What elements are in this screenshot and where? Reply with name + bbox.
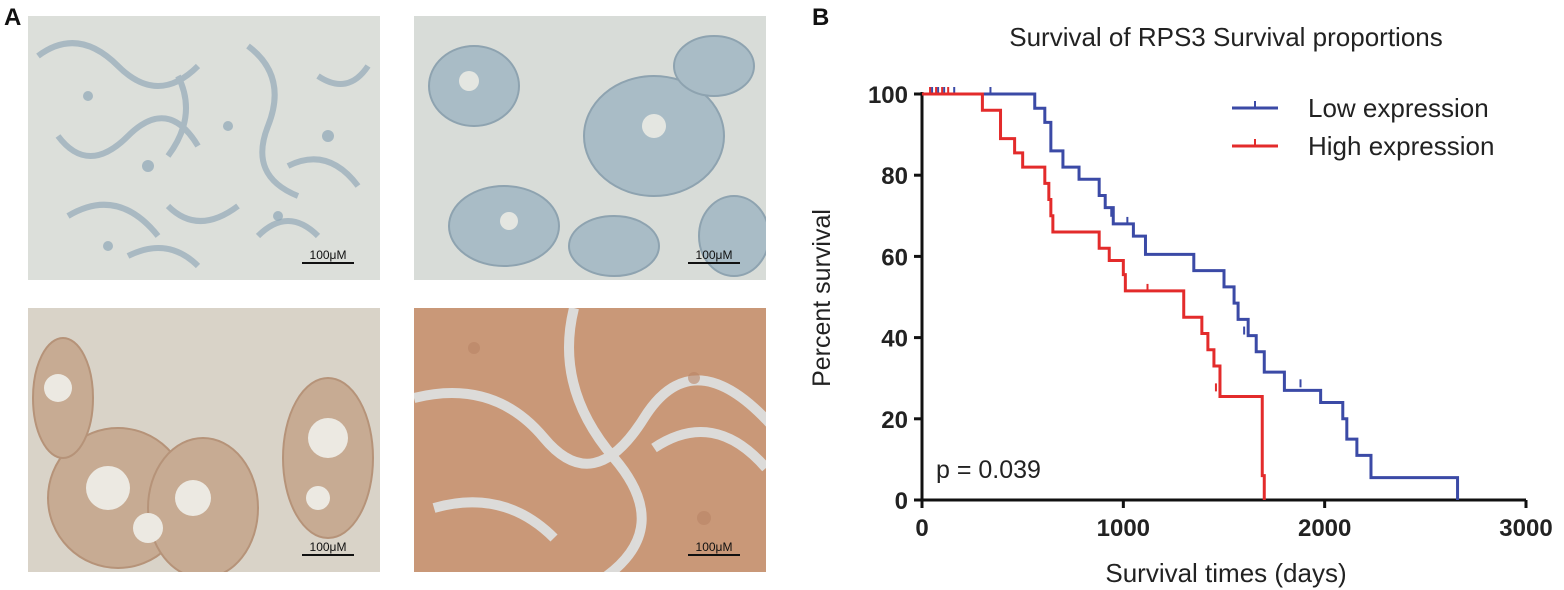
x-tick-label: 3000 <box>1499 515 1552 542</box>
micrograph-top-right: 100μM <box>414 16 766 280</box>
series-layer <box>922 87 1460 500</box>
x-tick-label: 0 <box>915 515 928 542</box>
micrograph-bottom-right: 100μM <box>414 308 766 572</box>
x-axis-label: Survival times (days) <box>1105 558 1346 588</box>
chart-title: Survival of RPS3 Survival proportions <box>1009 22 1443 52</box>
x-tick-label: 2000 <box>1298 515 1351 542</box>
y-tick-label: 80 <box>881 163 908 190</box>
scale-bar: 100μM <box>302 540 354 556</box>
survival-chart: Survival of RPS3 Survival proportions Pe… <box>808 22 1553 588</box>
p-value-annotation: p = 0.039 <box>936 456 1041 484</box>
y-tick-label: 40 <box>881 326 908 353</box>
legend: Low expression High expression <box>1232 93 1494 161</box>
scale-bar: 100μM <box>688 248 740 264</box>
y-tick-label: 20 <box>881 407 908 434</box>
scale-bar: 100μM <box>688 540 740 556</box>
legend-label: High expression <box>1308 131 1494 161</box>
y-tick-label: 0 <box>895 488 908 515</box>
panel-a-label: A <box>4 4 22 31</box>
y-tick-label: 60 <box>881 244 908 271</box>
series-line-low <box>922 92 1460 500</box>
micrograph-top-left: 100μM <box>28 16 380 280</box>
panel-b-label: B <box>812 4 830 31</box>
legend-label: Low expression <box>1308 93 1489 123</box>
y-tick-label: 100 <box>868 82 908 109</box>
x-tick-label: 1000 <box>1097 515 1150 542</box>
series-line-high <box>922 92 1266 500</box>
micrograph-bottom-left: 100μM <box>28 308 380 572</box>
y-axis-label: Percent survival <box>808 209 836 387</box>
scale-bar: 100μM <box>302 248 354 264</box>
